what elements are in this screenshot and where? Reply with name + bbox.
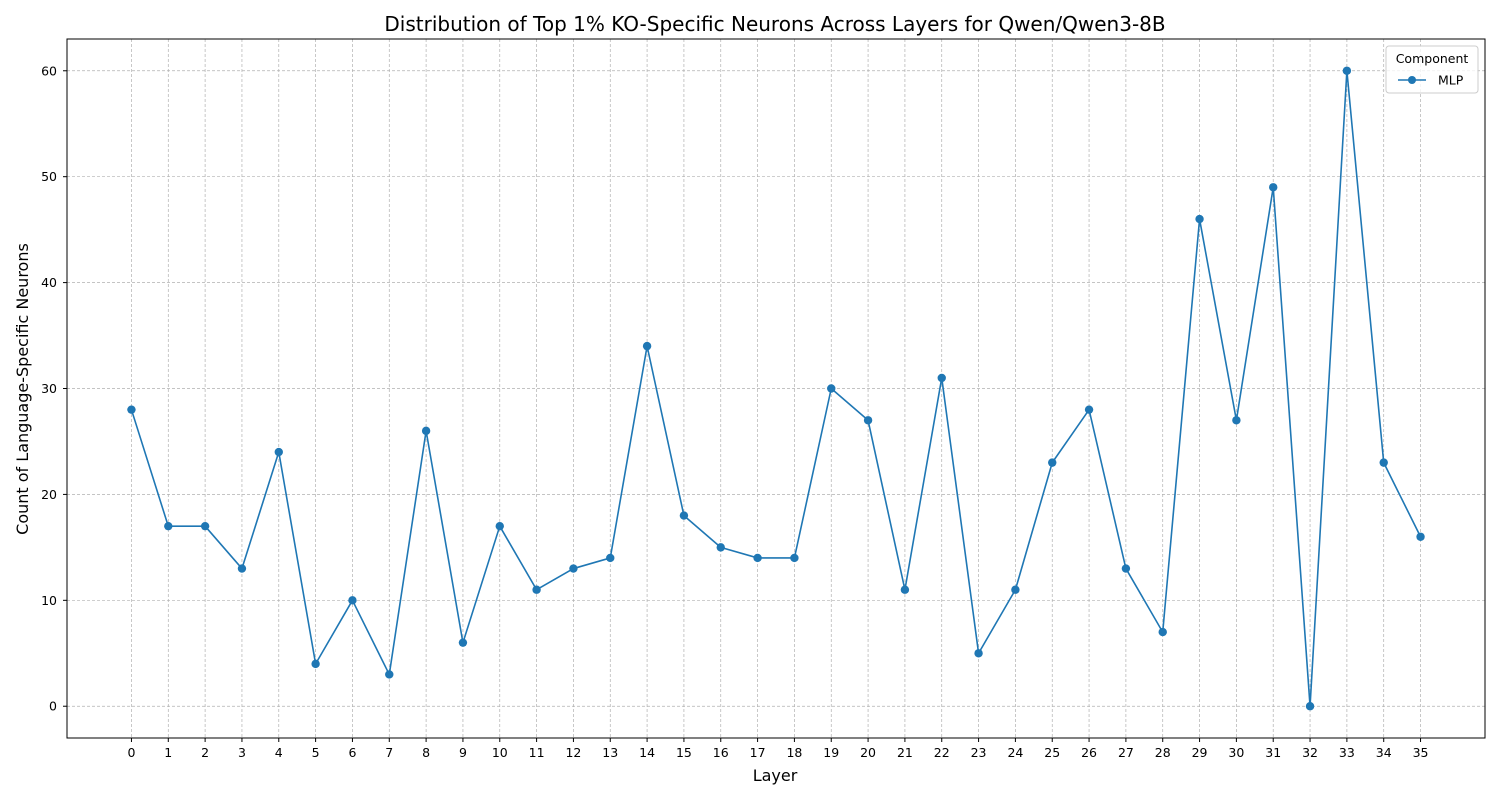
x-tick-label: 23 (971, 745, 987, 760)
data-point (716, 543, 725, 552)
data-point (1011, 585, 1020, 594)
data-point (1379, 458, 1388, 467)
series-line-mlp (130, 69, 1422, 708)
x-tick-label: 19 (823, 745, 839, 760)
x-tick-label: 15 (676, 745, 692, 760)
data-point (1158, 627, 1167, 637)
x-tick-label: 11 (529, 745, 545, 760)
x-tick-label: 34 (1376, 745, 1392, 760)
chart-title: Distribution of Top 1% KO-Specific Neuro… (384, 12, 1165, 36)
x-tick-label: 21 (897, 745, 913, 760)
x-tick-label: 12 (565, 745, 581, 760)
x-tick-label: 35 (1413, 745, 1429, 760)
x-tick-label: 31 (1265, 745, 1281, 760)
x-tick-label: 30 (1228, 745, 1244, 760)
x-tick-label: 24 (1007, 745, 1023, 760)
data-point (532, 585, 541, 594)
data-point (937, 373, 946, 383)
x-tick-label: 18 (786, 745, 802, 760)
data-point (127, 405, 136, 414)
data-point (348, 596, 357, 605)
data-point (974, 649, 983, 658)
data-point (421, 426, 431, 436)
data-point (1121, 564, 1131, 573)
x-tick-label: 14 (639, 745, 655, 760)
data-point (458, 638, 468, 647)
data-point (1048, 458, 1057, 467)
y-axis-label: Count of Language-Specific Neurons (13, 243, 32, 535)
y-tick-label: 30 (41, 381, 57, 396)
x-tick-label: 26 (1081, 745, 1097, 760)
legend: Component MLP (1385, 45, 1479, 94)
x-axis-label: Layer (753, 766, 798, 785)
data-point (753, 553, 762, 563)
x-tick-label: 17 (750, 745, 766, 760)
x-tick-label: 7 (385, 745, 393, 760)
data-point (164, 521, 173, 531)
x-tick-label: 4 (275, 745, 283, 760)
x-tick-label: 27 (1118, 745, 1134, 760)
x-tick-label: 1 (164, 745, 172, 760)
y-tick-label: 40 (41, 275, 57, 290)
y-tick-label: 0 (49, 699, 57, 714)
data-point (606, 553, 615, 563)
data-point (1269, 183, 1278, 192)
x-tick-label: 20 (860, 745, 876, 760)
data-point (274, 447, 283, 457)
legend-title: Component (1396, 51, 1469, 66)
x-tick-label: 32 (1302, 745, 1318, 760)
x-tick-label: 13 (602, 745, 618, 760)
data-point (311, 659, 320, 669)
x-tick-label: 33 (1339, 745, 1355, 760)
data-point (1084, 405, 1094, 414)
legend-series-label: MLP (1438, 73, 1464, 88)
x-tick-label: 3 (238, 745, 246, 760)
x-tick-label: 8 (422, 745, 430, 760)
data-point (495, 521, 504, 531)
data-point (569, 564, 578, 573)
data-point (642, 341, 652, 351)
x-tick-label: 5 (312, 745, 320, 760)
y-tick-label: 10 (41, 593, 57, 608)
data-point (863, 416, 873, 425)
legend-series-marker (1408, 76, 1416, 84)
data-point (1195, 214, 1204, 224)
x-tick-label: 9 (459, 745, 467, 760)
data-point (827, 384, 836, 393)
data-point (385, 670, 394, 679)
y-axis-ticks: 0 10 20 30 40 50 60 (41, 63, 67, 714)
x-tick-label: 29 (1192, 745, 1208, 760)
data-point (1305, 702, 1315, 711)
x-tick-label: 6 (348, 745, 356, 760)
x-tick-label: 28 (1155, 745, 1171, 760)
data-point (1416, 532, 1425, 541)
x-tick-label: 0 (127, 745, 135, 760)
x-tick-label: 22 (934, 745, 950, 760)
x-tick-label: 2 (201, 745, 209, 760)
data-point (1342, 66, 1352, 75)
x-tick-label: 10 (492, 745, 508, 760)
data-point (790, 553, 799, 563)
data-point (200, 521, 210, 531)
data-point (1232, 416, 1241, 425)
grid-lines (67, 39, 1485, 738)
x-tick-label: 16 (713, 745, 729, 760)
y-tick-label: 60 (41, 63, 57, 78)
data-point (679, 511, 689, 520)
y-tick-label: 20 (41, 487, 57, 502)
data-point (237, 564, 247, 573)
series-group (127, 66, 1425, 711)
data-point (900, 585, 910, 594)
y-tick-label: 50 (41, 169, 57, 184)
x-tick-label: 25 (1044, 745, 1060, 760)
x-axis-ticks: 0 1 2 3 4 5 6 7 8 9 10 11 12 13 14 15 16 17 18 19 20 21 22 23 24… (127, 738, 1428, 760)
